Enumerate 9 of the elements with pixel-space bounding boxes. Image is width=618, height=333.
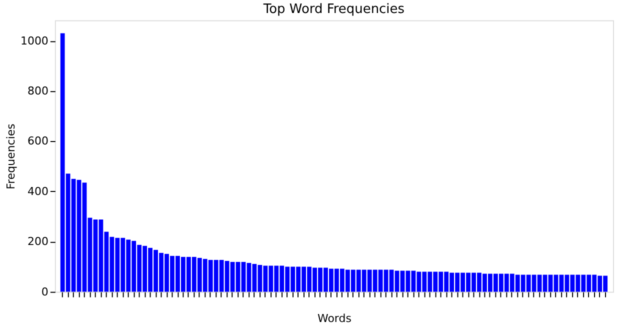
y-tick-label: 200: [27, 235, 48, 248]
y-tick-label: 1000: [20, 34, 48, 48]
y-axis-title: Frequencies: [4, 123, 18, 190]
chart-title: Top Word Frequencies: [262, 2, 405, 18]
y-tick-label: 800: [27, 84, 48, 98]
y-tick-label: 600: [27, 134, 48, 148]
y-tick-label: 0: [41, 285, 48, 298]
y-tick-label: 400: [27, 184, 48, 198]
x-axis-title: Words: [318, 312, 352, 326]
